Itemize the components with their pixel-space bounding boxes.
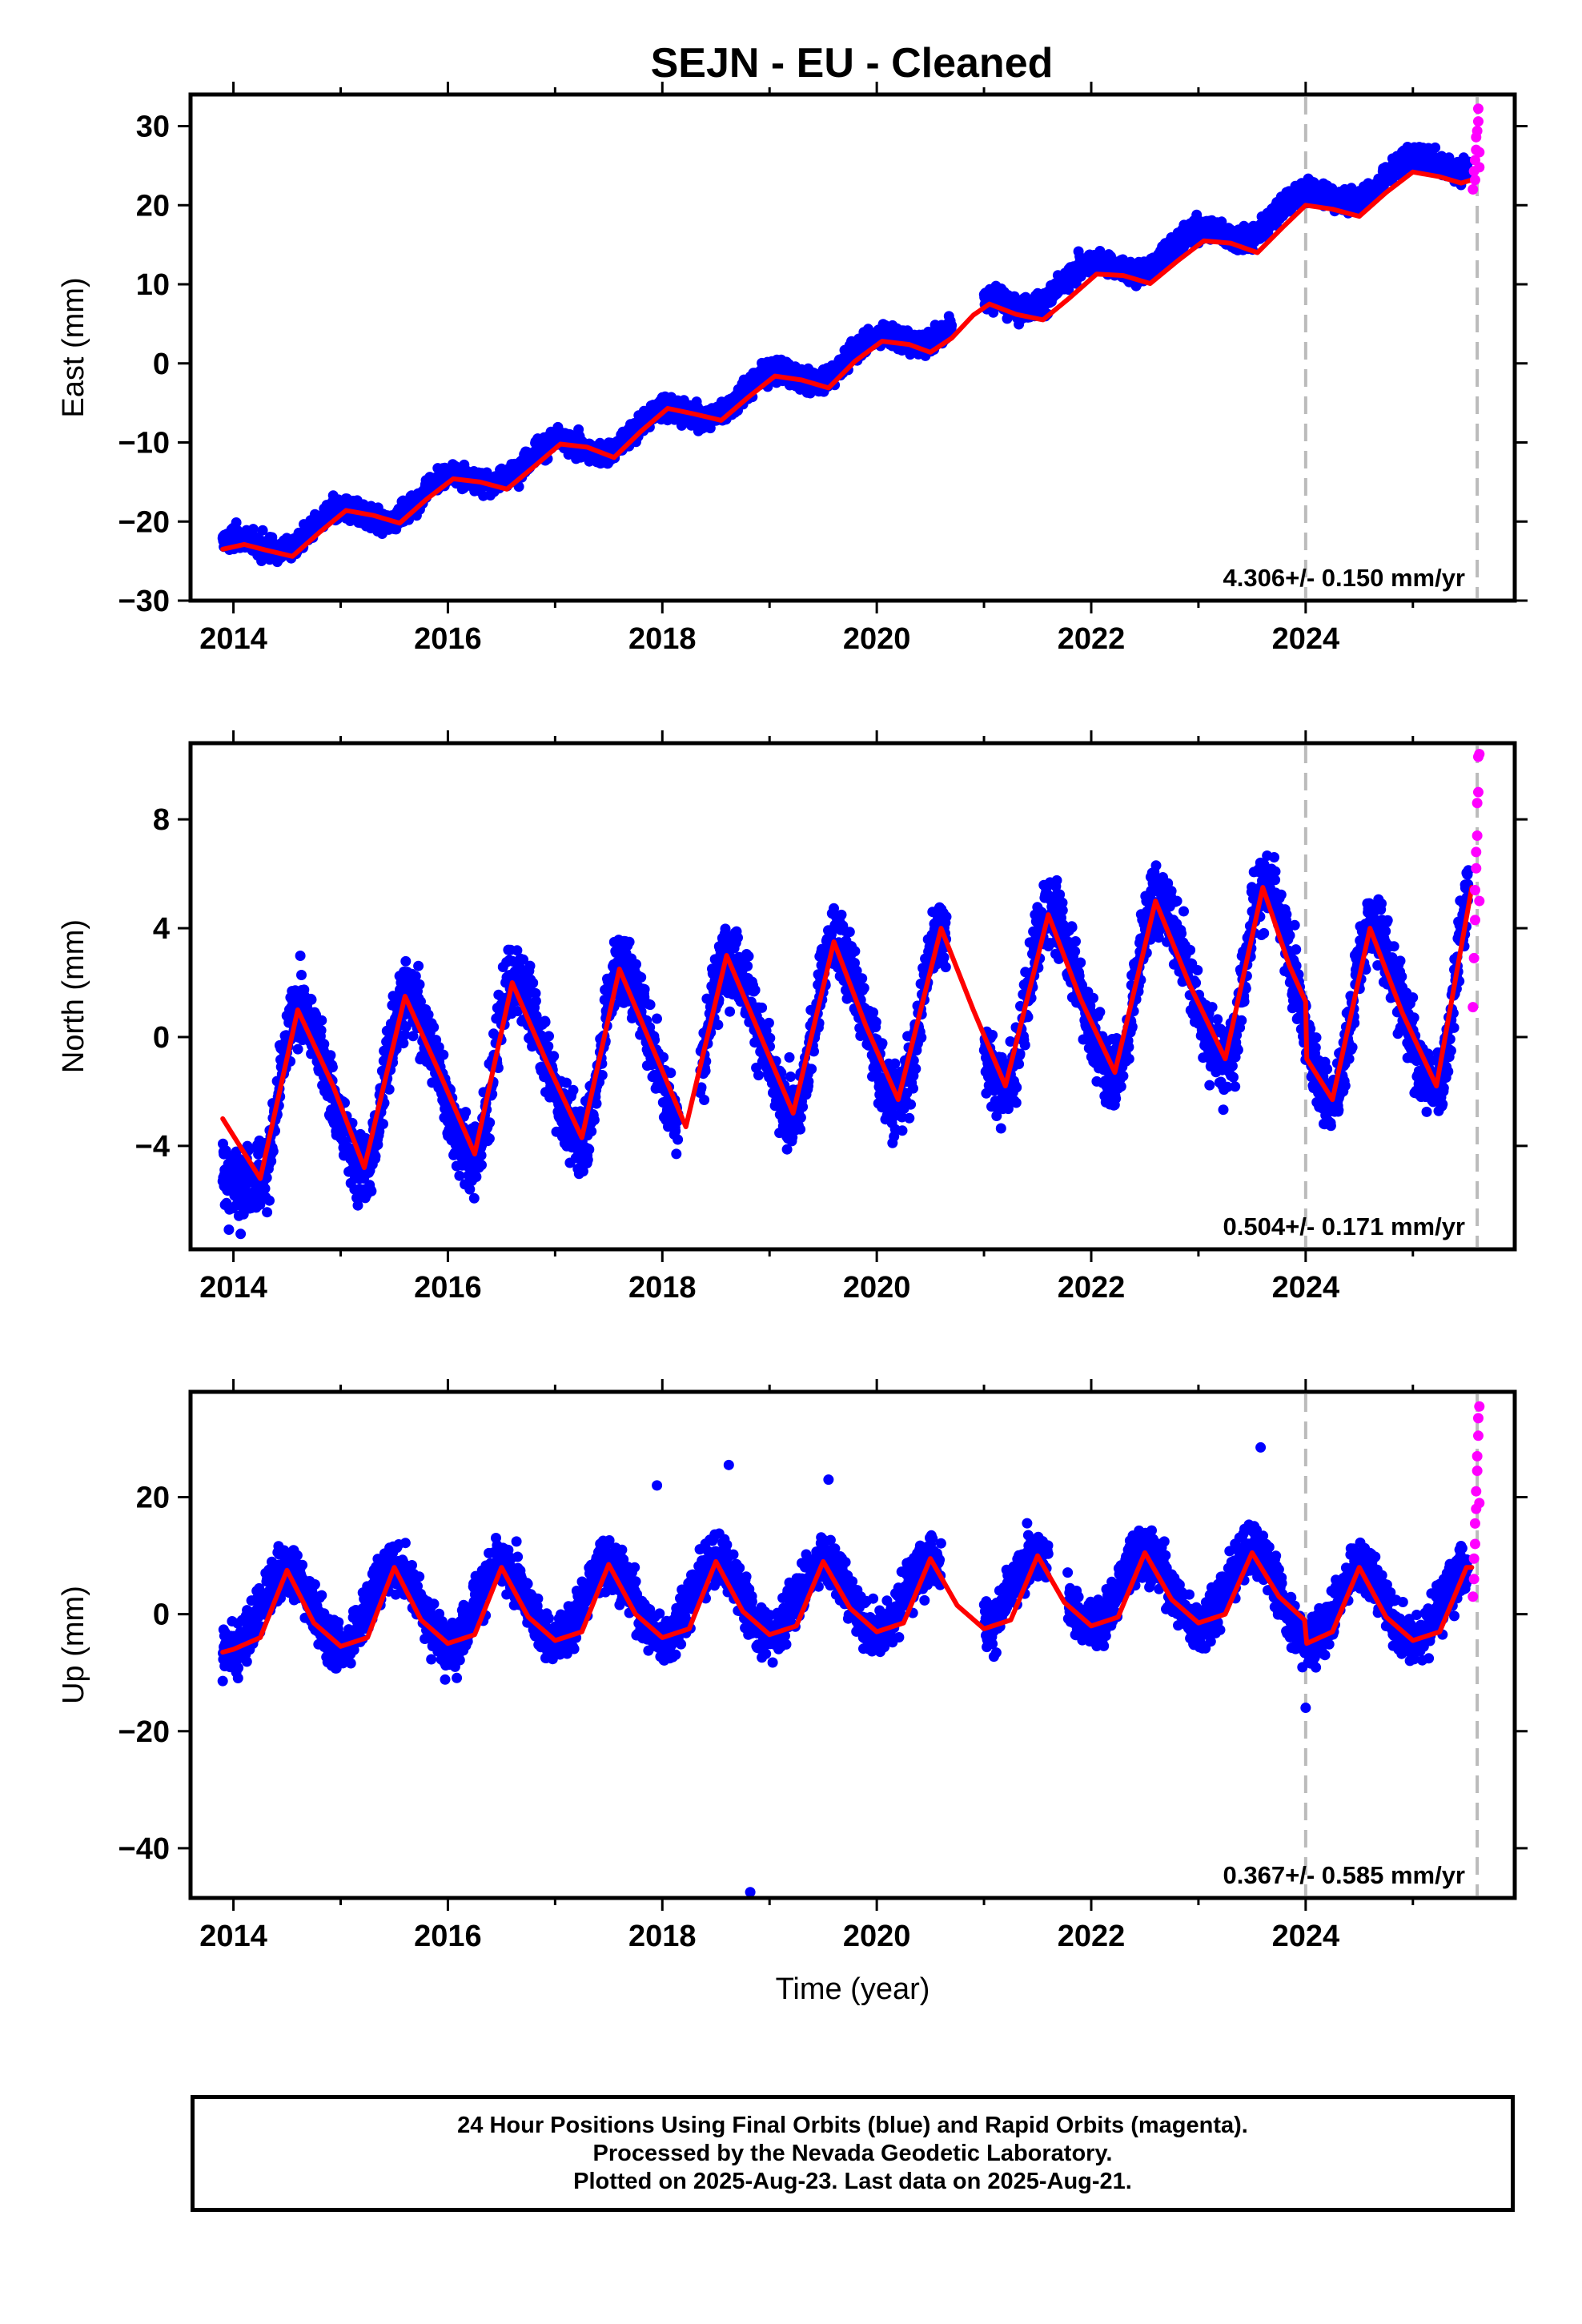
final-orbit-point: [468, 1192, 480, 1204]
x-tick-label: 2022: [1058, 622, 1126, 656]
x-tick-label: 2016: [414, 622, 482, 656]
final-orbit-point: [325, 1050, 336, 1061]
final-orbit-point: [460, 1107, 472, 1118]
x-tick-label: 2018: [628, 622, 697, 656]
final-orbit-point: [257, 525, 268, 536]
y-tick-label: −30: [118, 585, 170, 618]
final-orbit-point: [295, 951, 306, 961]
panel-east: 2014 2016 2018 2020 2022 2024 −30 −20 −10 0 10 20 30…: [57, 82, 1528, 656]
final-orbit-points: [217, 142, 1474, 568]
final-orbit-point: [438, 1049, 449, 1060]
final-orbit-point: [292, 1043, 303, 1055]
rapid-orbit-points: [1468, 103, 1485, 195]
final-orbit-point: [544, 1031, 554, 1042]
rapid-orbit-point: [1472, 116, 1484, 127]
y-tick-label: 0: [153, 348, 170, 381]
final-orbit-point: [327, 1062, 338, 1073]
y-tick-label: −20: [118, 505, 170, 539]
final-orbit-points: [217, 850, 1474, 1240]
final-orbit-point: [414, 979, 425, 990]
final-orbit-point: [400, 955, 412, 967]
final-orbit-point: [231, 517, 242, 528]
rapid-orbit-point: [1474, 147, 1485, 158]
final-orbit-point: [413, 960, 424, 971]
y-tick-label: 20: [136, 189, 170, 223]
y-tick-label: −10: [118, 427, 170, 460]
x-tick-label: 2014: [199, 622, 267, 656]
x-tick-label: 2024: [1272, 622, 1340, 656]
final-orbit-point: [235, 1228, 247, 1240]
final-orbit-point: [543, 1041, 554, 1051]
final-orbit-point: [315, 1025, 327, 1036]
x-tick-label: 2020: [843, 622, 911, 656]
final-orbit-point: [548, 1051, 560, 1062]
y-tick-label: 30: [136, 111, 170, 144]
final-orbit-point: [264, 1195, 275, 1206]
rapid-orbit-point: [1468, 184, 1479, 195]
final-orbit-point: [540, 1016, 551, 1027]
final-orbit-point: [262, 1207, 273, 1218]
final-orbit-point: [296, 970, 307, 980]
final-orbit-point: [471, 1172, 482, 1182]
final-orbit-point: [370, 1151, 381, 1162]
final-orbit-point: [530, 995, 541, 1007]
rapid-orbit-point: [1474, 162, 1485, 173]
final-orbit-point: [946, 320, 958, 331]
final-orbit-point: [306, 994, 317, 1005]
velocity-annotation: 4.306+/- 0.150 mm/yr: [1223, 564, 1465, 592]
final-orbit-point: [1430, 142, 1441, 153]
final-orbit-point: [524, 960, 536, 971]
final-orbit-point: [428, 1022, 440, 1033]
y-axis-label: East (mm): [57, 277, 90, 417]
final-orbit-point: [266, 1156, 277, 1167]
final-orbit-point: [378, 1119, 388, 1129]
final-orbit-point: [528, 977, 539, 988]
rapid-orbit-point: [1472, 125, 1483, 136]
final-orbit-point: [316, 1015, 327, 1026]
final-orbit-point: [319, 1039, 330, 1050]
rapid-orbit-point: [1469, 175, 1480, 186]
rapid-orbit-point: [1472, 103, 1484, 115]
final-orbit-point: [476, 1160, 487, 1171]
final-orbit-point: [484, 1133, 495, 1144]
final-orbit-point: [454, 1170, 465, 1181]
final-orbit-point: [366, 1185, 377, 1196]
final-orbit-point: [484, 1117, 496, 1128]
final-orbit-point: [223, 1224, 235, 1235]
final-orbit-point: [372, 1139, 383, 1150]
y-tick-label: 10: [136, 268, 170, 302]
